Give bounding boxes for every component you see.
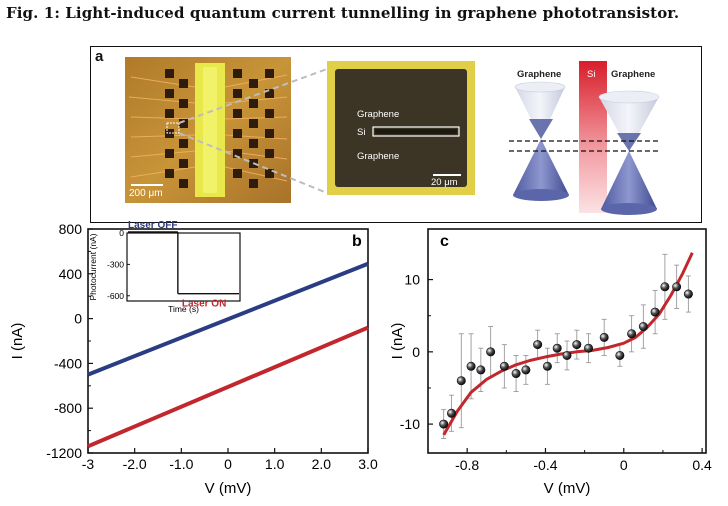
panel-a-artwork: 200 μm Graphene Si Graphene 20 μm: [125, 57, 661, 215]
panel-c-xtick-label: 0.4: [692, 457, 712, 473]
zoom-scale-label: 20 μm: [431, 177, 458, 188]
panel-c-data-point: [660, 282, 670, 292]
panel-b-ytick-label: -1200: [46, 445, 82, 461]
panel-c-xlabel: V (mV): [544, 480, 591, 497]
panel-c-ytick-label: 0: [412, 344, 420, 360]
panel-b-xtick-label: -3: [82, 456, 95, 472]
panel-b-ytick-label: -400: [54, 355, 82, 371]
panel-c-data-point: [439, 419, 449, 429]
panel-c-data-point: [683, 289, 693, 299]
panel-c-data-point: [552, 343, 562, 353]
si-barrier: [579, 61, 607, 213]
panel-b-xtick-label: 2.0: [312, 456, 332, 472]
inset-ylabel: Photocurrent (nA): [88, 233, 98, 300]
panel-b-ytick-label: -800: [54, 400, 82, 416]
zoom-graphene-bottom: Graphene: [357, 151, 399, 162]
inset-laser-off-label: Laser OFF: [128, 220, 177, 231]
zoomed-micrograph: [327, 61, 475, 195]
inset-xlabel: Time (s): [168, 304, 199, 314]
inset-ytick-label: -300: [107, 259, 124, 269]
panel-b-series-dark: [87, 261, 369, 377]
panel-c-xtick-label: -0.8: [455, 457, 479, 473]
zoom-si-label: Si: [357, 127, 365, 138]
panel-c-xtick-label: 0: [620, 457, 628, 473]
panel-a: 200 μm Graphene Si Graphene 20 μm: [90, 46, 702, 223]
panel-c-data-point: [584, 343, 594, 353]
panel-b-series-laser: [87, 325, 369, 449]
micrograph-scale-label: 200 μm: [129, 188, 163, 199]
device-micrograph: [125, 57, 291, 203]
figure-title: Fig. 1: Light-induced quantum current tu…: [6, 4, 680, 22]
diagram-graphene-right: Graphene: [611, 69, 655, 80]
panel-c-data-point: [562, 350, 572, 360]
inset-ytick-label: 0: [119, 228, 124, 238]
panel-c-data-point: [456, 376, 466, 386]
panel-c-data-point: [499, 361, 509, 371]
panel-b-xtick-label: 3.0: [358, 456, 378, 472]
panel-c-data-point: [627, 329, 637, 339]
panel-a-label: a: [95, 48, 104, 65]
panel-c-ylabel: I (nA): [389, 323, 406, 360]
panel-c-frame: [427, 228, 707, 454]
panel-c-fit-line: [442, 252, 694, 436]
panel-c-data-point: [511, 369, 521, 379]
diagram-si-label: Si: [587, 69, 595, 80]
panel-c-data-point: [650, 307, 660, 317]
panel-c-data-point: [572, 340, 582, 350]
panel-c-data-point: [599, 332, 609, 342]
panel-c-data-point: [466, 361, 476, 371]
panel-b-xtick-label: 0: [224, 456, 232, 472]
panel-b-xtick-label: -2.0: [123, 456, 147, 472]
panel-b-ytick-label: 800: [59, 221, 83, 237]
diagram-graphene-left: Graphene: [517, 69, 561, 80]
panel-b-ytick-label: 0: [74, 311, 82, 327]
panel-b-xtick-label: 1.0: [265, 456, 285, 472]
panel-c-data-point: [615, 350, 625, 360]
panel-b-ytick-label: 400: [59, 266, 83, 282]
panel-b-xtick-label: -1.0: [169, 456, 193, 472]
panel-c-label: c: [440, 233, 449, 250]
dirac-cone-diagram: [509, 61, 661, 215]
panel-c-data-point: [542, 361, 552, 371]
panel-c-data-point: [521, 365, 531, 375]
panel-c-data-point: [446, 408, 456, 418]
inset-ytick-label: -600: [107, 291, 124, 301]
panel-c-xtick-label: -0.4: [533, 457, 557, 473]
panel-c-data-point: [638, 322, 648, 332]
panel-b-ylabel: I (nA): [9, 323, 26, 360]
zoom-graphene-top: Graphene: [357, 109, 399, 120]
panel-c-ytick-label: -10: [400, 416, 420, 432]
panel-c-data-point: [476, 365, 486, 375]
inset-frame: [126, 232, 241, 302]
panel-c-ytick-label: 10: [404, 272, 420, 288]
panel-b-xlabel: V (mV): [205, 480, 252, 497]
zoom-lines: [178, 68, 328, 194]
panel-c-data-point: [533, 340, 543, 350]
inset-laser-on-label: Laser ON: [182, 299, 226, 310]
panel-c-data-point: [672, 282, 682, 292]
panel-b-label: b: [352, 233, 362, 250]
panel-c-data-point: [486, 347, 496, 357]
